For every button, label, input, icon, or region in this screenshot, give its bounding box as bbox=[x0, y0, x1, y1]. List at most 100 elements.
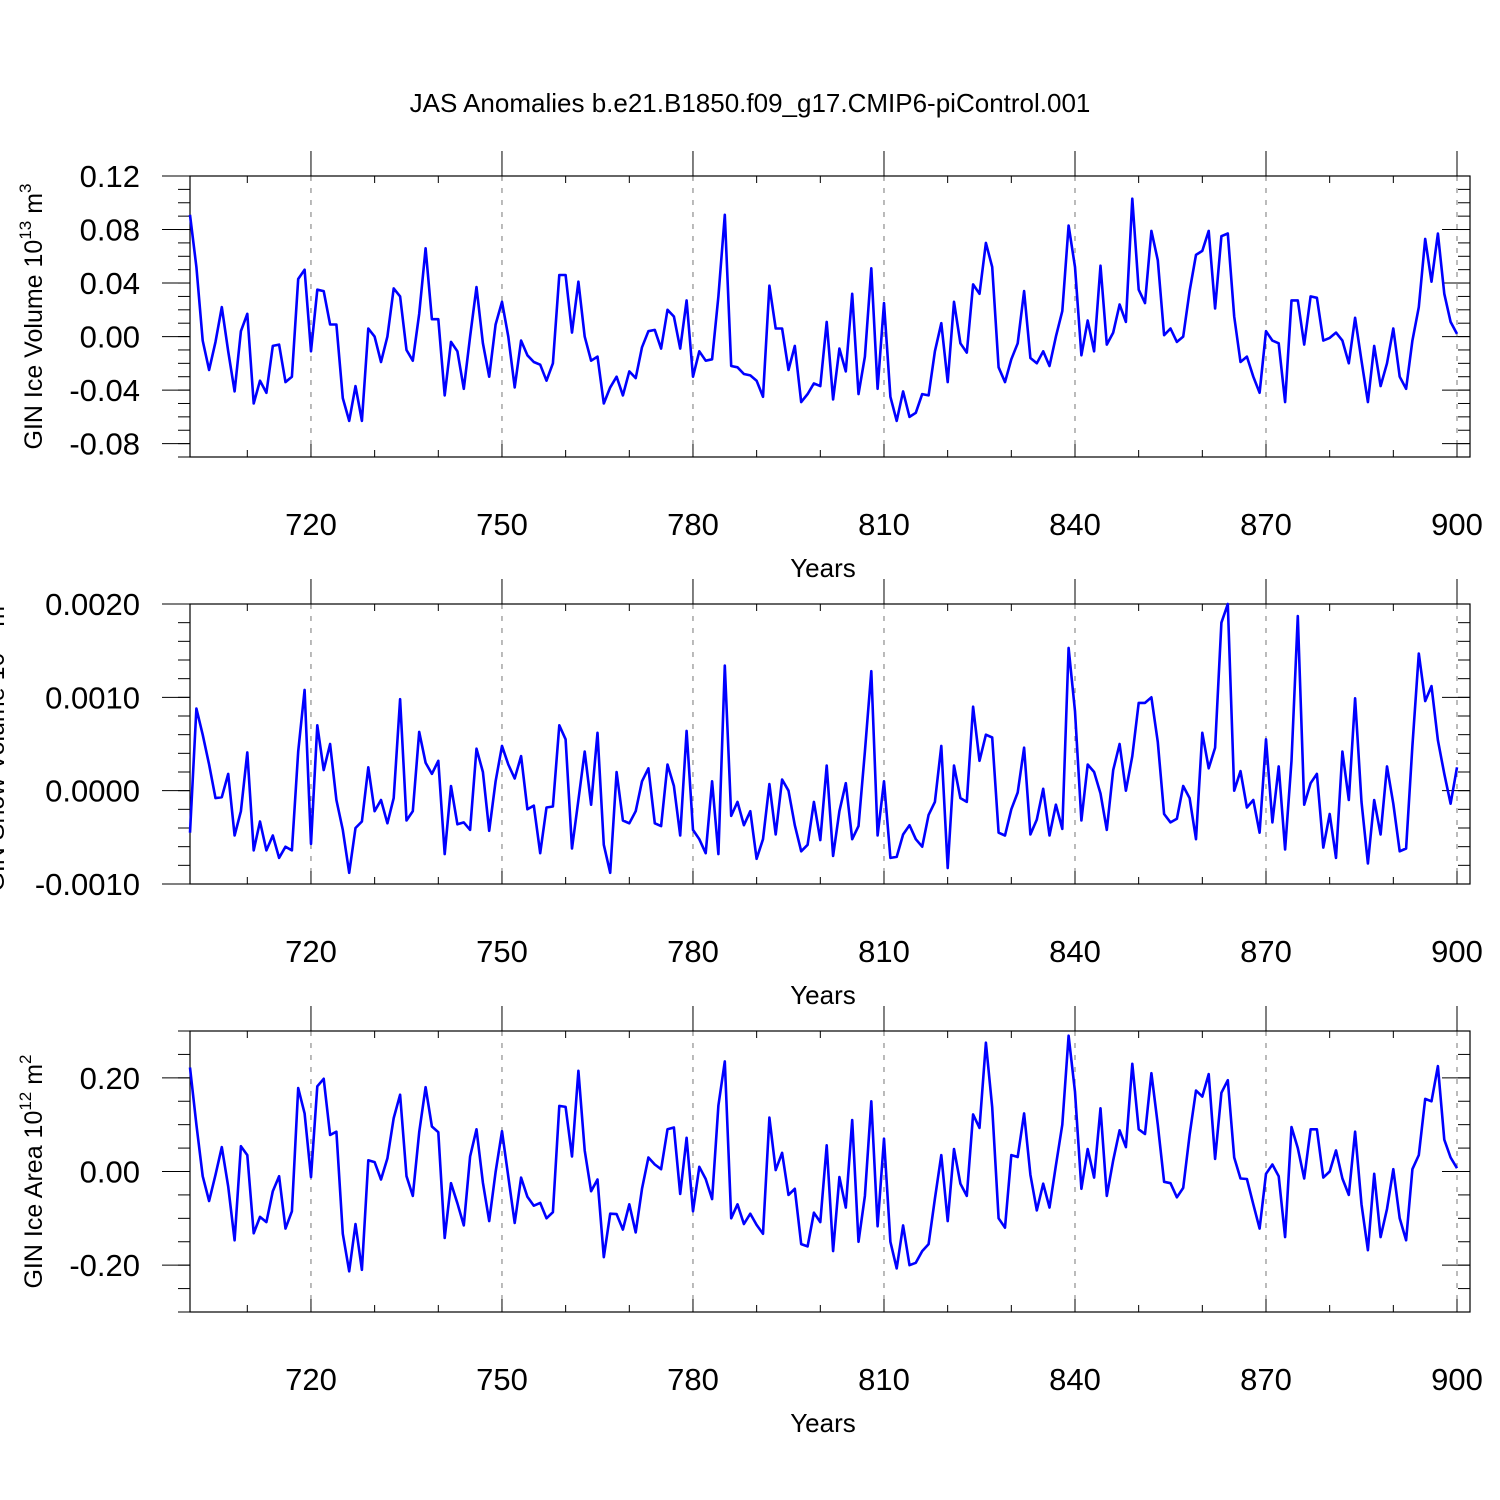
data-point bbox=[749, 374, 751, 376]
data-point bbox=[1252, 376, 1254, 378]
data-point bbox=[577, 281, 579, 283]
data-point bbox=[1239, 770, 1241, 772]
data-point bbox=[399, 698, 401, 700]
data-point bbox=[647, 767, 649, 769]
data-point bbox=[1157, 1124, 1159, 1126]
data-point bbox=[208, 1200, 210, 1202]
data-point bbox=[609, 872, 611, 874]
data-point bbox=[1411, 339, 1413, 341]
data-point bbox=[1099, 265, 1101, 267]
data-point bbox=[1233, 315, 1235, 317]
data-point bbox=[864, 1195, 866, 1197]
data-point bbox=[615, 771, 617, 773]
y-axis-label: GIN Ice Area 1012 m2 bbox=[16, 1054, 48, 1288]
data-point bbox=[558, 724, 560, 726]
data-point bbox=[240, 330, 242, 332]
data-point bbox=[1125, 1146, 1127, 1148]
data-point bbox=[794, 824, 796, 826]
y-tick-label: 0.0020 bbox=[45, 587, 140, 622]
data-point bbox=[354, 827, 356, 829]
data-point bbox=[456, 350, 458, 352]
x-tick-label: 840 bbox=[1049, 934, 1101, 969]
data-point bbox=[1418, 1154, 1420, 1156]
data-point bbox=[1150, 1072, 1152, 1074]
y-axis-label-main: GIN Ice Volume 10 bbox=[20, 240, 48, 450]
data-point bbox=[1309, 782, 1311, 784]
data-point bbox=[768, 285, 770, 287]
data-point bbox=[1341, 1177, 1343, 1179]
data-point bbox=[1214, 747, 1216, 749]
data-point bbox=[927, 1243, 929, 1245]
data-point bbox=[380, 1178, 382, 1180]
data-point bbox=[1080, 1188, 1082, 1190]
data-point bbox=[596, 1178, 598, 1180]
data-point bbox=[1208, 767, 1210, 769]
data-point bbox=[259, 380, 261, 382]
data-point bbox=[1029, 1174, 1031, 1176]
data-point bbox=[755, 1224, 757, 1226]
data-point bbox=[1303, 804, 1305, 806]
data-point bbox=[590, 1190, 592, 1192]
data-point bbox=[361, 420, 363, 422]
plot-frame bbox=[189, 175, 1471, 458]
data-point bbox=[883, 302, 885, 304]
data-point bbox=[1208, 1073, 1210, 1075]
data-point bbox=[915, 412, 917, 414]
data-point bbox=[1392, 803, 1394, 805]
data-point bbox=[1360, 1203, 1362, 1205]
data-point bbox=[1316, 773, 1318, 775]
data-point bbox=[781, 1152, 783, 1154]
data-point bbox=[1258, 392, 1260, 394]
data-point bbox=[1099, 1107, 1101, 1109]
data-point bbox=[386, 1157, 388, 1159]
data-point bbox=[456, 823, 458, 825]
data-point bbox=[1118, 1129, 1120, 1131]
y-axis-label-unit-exponent: 3 bbox=[16, 184, 35, 193]
data-point bbox=[978, 1127, 980, 1129]
data-point bbox=[717, 295, 719, 297]
data-point bbox=[1271, 1163, 1273, 1165]
data-point bbox=[1379, 833, 1381, 835]
data-point bbox=[1252, 1203, 1254, 1205]
data-point bbox=[717, 853, 719, 855]
data-point bbox=[418, 1131, 420, 1133]
data-point bbox=[405, 819, 407, 821]
data-point bbox=[851, 293, 853, 295]
data-point bbox=[603, 402, 605, 404]
data-point bbox=[195, 707, 197, 709]
data-point bbox=[1227, 603, 1229, 605]
data-point bbox=[1348, 362, 1350, 364]
data-point bbox=[711, 358, 713, 360]
data-point bbox=[564, 738, 566, 740]
data-point bbox=[437, 1131, 439, 1133]
data-point bbox=[437, 318, 439, 320]
data-point bbox=[1430, 1100, 1432, 1102]
data-point bbox=[813, 801, 815, 803]
data-point bbox=[545, 380, 547, 382]
x-tick-label: 900 bbox=[1431, 507, 1483, 542]
data-point bbox=[1405, 1239, 1407, 1241]
data-point bbox=[896, 856, 898, 858]
data-point bbox=[393, 287, 395, 289]
data-point bbox=[316, 289, 318, 291]
data-point bbox=[1157, 741, 1159, 743]
data-point bbox=[316, 1085, 318, 1087]
data-point bbox=[915, 1262, 917, 1264]
data-point bbox=[323, 769, 325, 771]
data-point bbox=[412, 360, 414, 362]
data-point bbox=[1182, 1187, 1184, 1189]
data-point bbox=[1163, 1181, 1165, 1183]
data-point bbox=[1112, 1159, 1114, 1161]
data-point bbox=[335, 1131, 337, 1133]
data-point bbox=[1195, 254, 1197, 256]
data-point bbox=[1087, 319, 1089, 321]
data-point bbox=[609, 1213, 611, 1215]
data-point bbox=[1443, 1139, 1445, 1141]
data-point bbox=[1017, 342, 1019, 344]
data-point bbox=[743, 1223, 745, 1225]
y-tick-label: -0.04 bbox=[69, 373, 140, 408]
data-point bbox=[838, 810, 840, 812]
data-point bbox=[450, 1182, 452, 1184]
data-point bbox=[475, 748, 477, 750]
data-point bbox=[851, 838, 853, 840]
